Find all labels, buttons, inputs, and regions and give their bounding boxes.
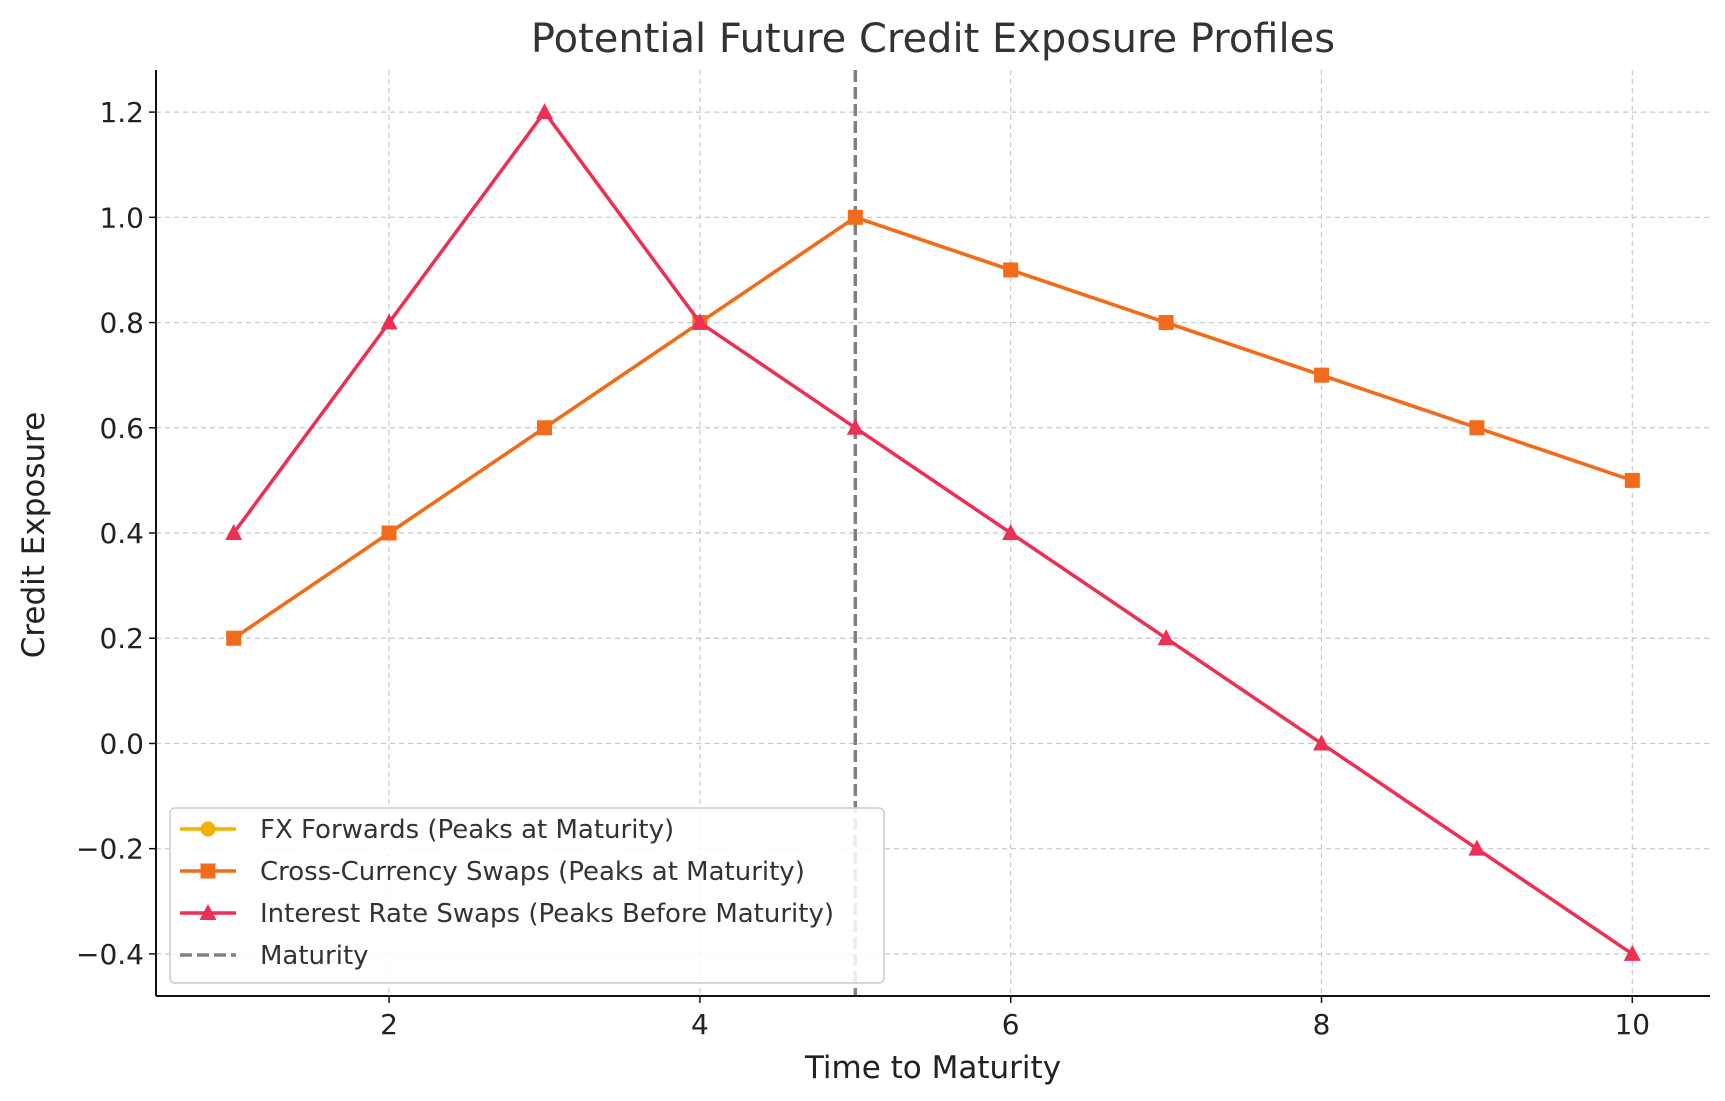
y-tick-label: 0.8 bbox=[99, 307, 144, 340]
data-point bbox=[691, 313, 709, 330]
legend-item: FX Forwards (Peaks at Maturity) bbox=[180, 815, 674, 845]
y-axis-label: Credit Exposure bbox=[16, 412, 52, 659]
legend-box bbox=[169, 807, 885, 984]
y-tick-label: 0.0 bbox=[99, 727, 144, 760]
x-axis-label: Time to Maturity bbox=[804, 1050, 1061, 1086]
data-point bbox=[537, 420, 552, 436]
grid bbox=[156, 70, 1710, 996]
x-tick-label: 6 bbox=[1002, 1008, 1020, 1041]
legend-label: Cross-Currency Swaps (Peaks at Maturity) bbox=[260, 857, 805, 887]
data-point bbox=[1624, 472, 1640, 488]
y-tick-label: −0.4 bbox=[76, 938, 144, 971]
data-point bbox=[1468, 839, 1486, 856]
y-tick-label: −0.2 bbox=[76, 833, 144, 866]
series-2 bbox=[225, 103, 1641, 961]
series-line bbox=[232, 215, 1633, 640]
legend-marker bbox=[199, 904, 217, 920]
chart-title: Potential Future Credit Exposure Profile… bbox=[531, 16, 1335, 62]
legend-label: FX Forwards (Peaks at Maturity) bbox=[260, 815, 674, 845]
y-tick-label: 1.0 bbox=[99, 201, 144, 234]
legend-label: Maturity bbox=[260, 941, 369, 971]
data-point bbox=[381, 525, 397, 541]
data-point bbox=[1157, 629, 1175, 646]
data-point bbox=[1469, 420, 1485, 436]
data-point bbox=[846, 418, 864, 435]
legend-marker bbox=[200, 821, 216, 837]
series-1 bbox=[226, 209, 1640, 646]
legend-item: Cross-Currency Swaps (Peaks at Maturity) bbox=[180, 857, 805, 887]
x-tick-label: 8 bbox=[1313, 1008, 1331, 1041]
data-series bbox=[225, 103, 1641, 961]
legend-marker bbox=[200, 863, 216, 879]
y-tick-label: 0.4 bbox=[99, 517, 144, 550]
data-point bbox=[226, 630, 242, 646]
data-point bbox=[536, 103, 553, 120]
legend: FX Forwards (Peaks at Maturity) Cross-Cur… bbox=[169, 807, 885, 984]
series-line bbox=[232, 110, 1634, 956]
data-point bbox=[1003, 262, 1019, 278]
data-point bbox=[1158, 315, 1174, 331]
data-point bbox=[1623, 944, 1641, 961]
data-point bbox=[847, 209, 863, 225]
tick-labels: 2 4 6 8 10 −0.4 −0.2 0.0 0.2 0.4 0.6 0.8 1.0 1.2 bbox=[76, 96, 1650, 1041]
legend-item: Interest Rate Swaps (Peaks Before Maturi… bbox=[180, 899, 834, 929]
y-tick-label: 0.6 bbox=[99, 412, 144, 445]
data-point bbox=[1313, 734, 1330, 751]
axes bbox=[149, 70, 1710, 1003]
data-point bbox=[225, 524, 243, 540]
x-tick-label: 4 bbox=[691, 1008, 709, 1041]
legend-item: Maturity bbox=[180, 941, 369, 971]
x-tick-label: 2 bbox=[380, 1008, 398, 1041]
data-point bbox=[380, 313, 398, 330]
data-point bbox=[1002, 524, 1020, 540]
y-tick-label: 0.2 bbox=[99, 622, 144, 655]
legend-label: Interest Rate Swaps (Peaks Before Maturi… bbox=[260, 899, 834, 929]
data-point bbox=[1314, 367, 1329, 383]
x-tick-label: 10 bbox=[1614, 1008, 1650, 1041]
y-tick-label: 1.2 bbox=[99, 96, 144, 129]
